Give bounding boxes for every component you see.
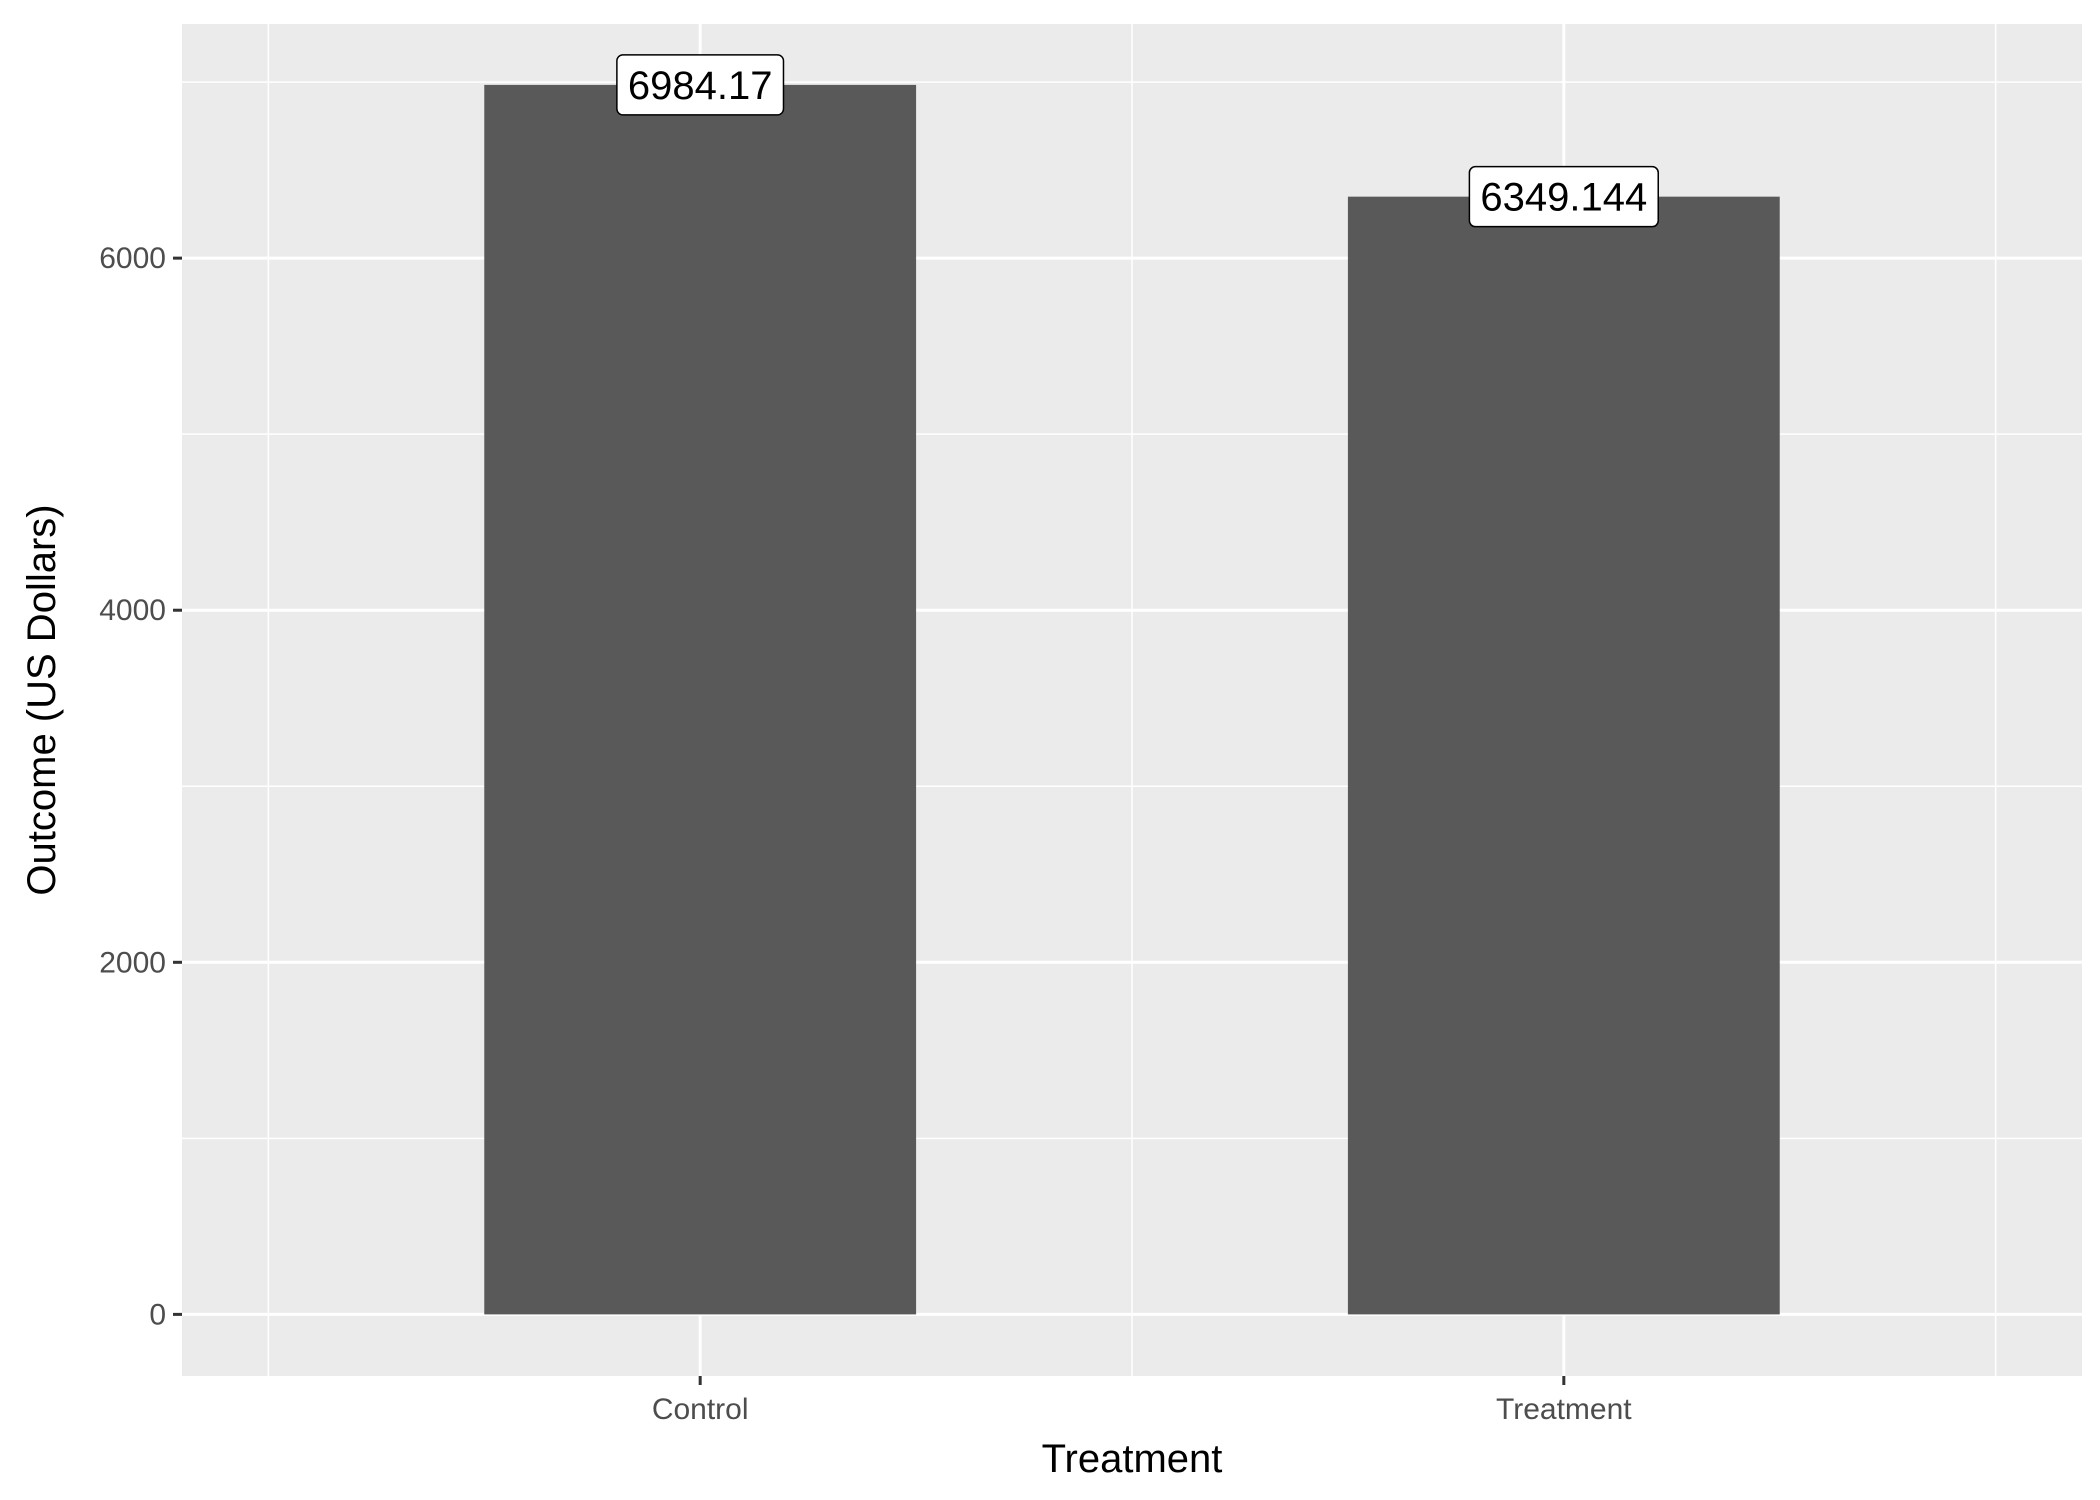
- data-label: 6984.17: [628, 64, 773, 108]
- y-axis-title: Outcome (US Dollars): [20, 504, 64, 895]
- data-labels: 6984.17 6349.144: [616, 54, 1659, 228]
- data-label-box: [616, 54, 785, 116]
- y-tick-label: 2000: [99, 946, 166, 979]
- x-tick-label: Control: [652, 1393, 749, 1426]
- bar-treatment: [1347, 196, 1780, 1315]
- data-label-group: 6984.17: [616, 54, 785, 116]
- x-axis-title: Treatment: [1042, 1437, 1223, 1481]
- data-label: 6349.144: [1480, 176, 1647, 220]
- y-tick-label: 0: [149, 1298, 166, 1331]
- y-tick-label: 6000: [99, 242, 166, 275]
- bar-control: [484, 84, 917, 1315]
- data-label-group: 6349.144: [1468, 165, 1659, 228]
- x-axis: Control Treatment: [652, 1376, 1632, 1426]
- y-axis: 0 2000 4000 6000: [99, 242, 182, 1331]
- data-label-box: [1468, 165, 1659, 228]
- x-tick-label: Treatment: [1496, 1393, 1632, 1426]
- bars: [484, 84, 1780, 1315]
- y-tick-label: 4000: [99, 594, 166, 627]
